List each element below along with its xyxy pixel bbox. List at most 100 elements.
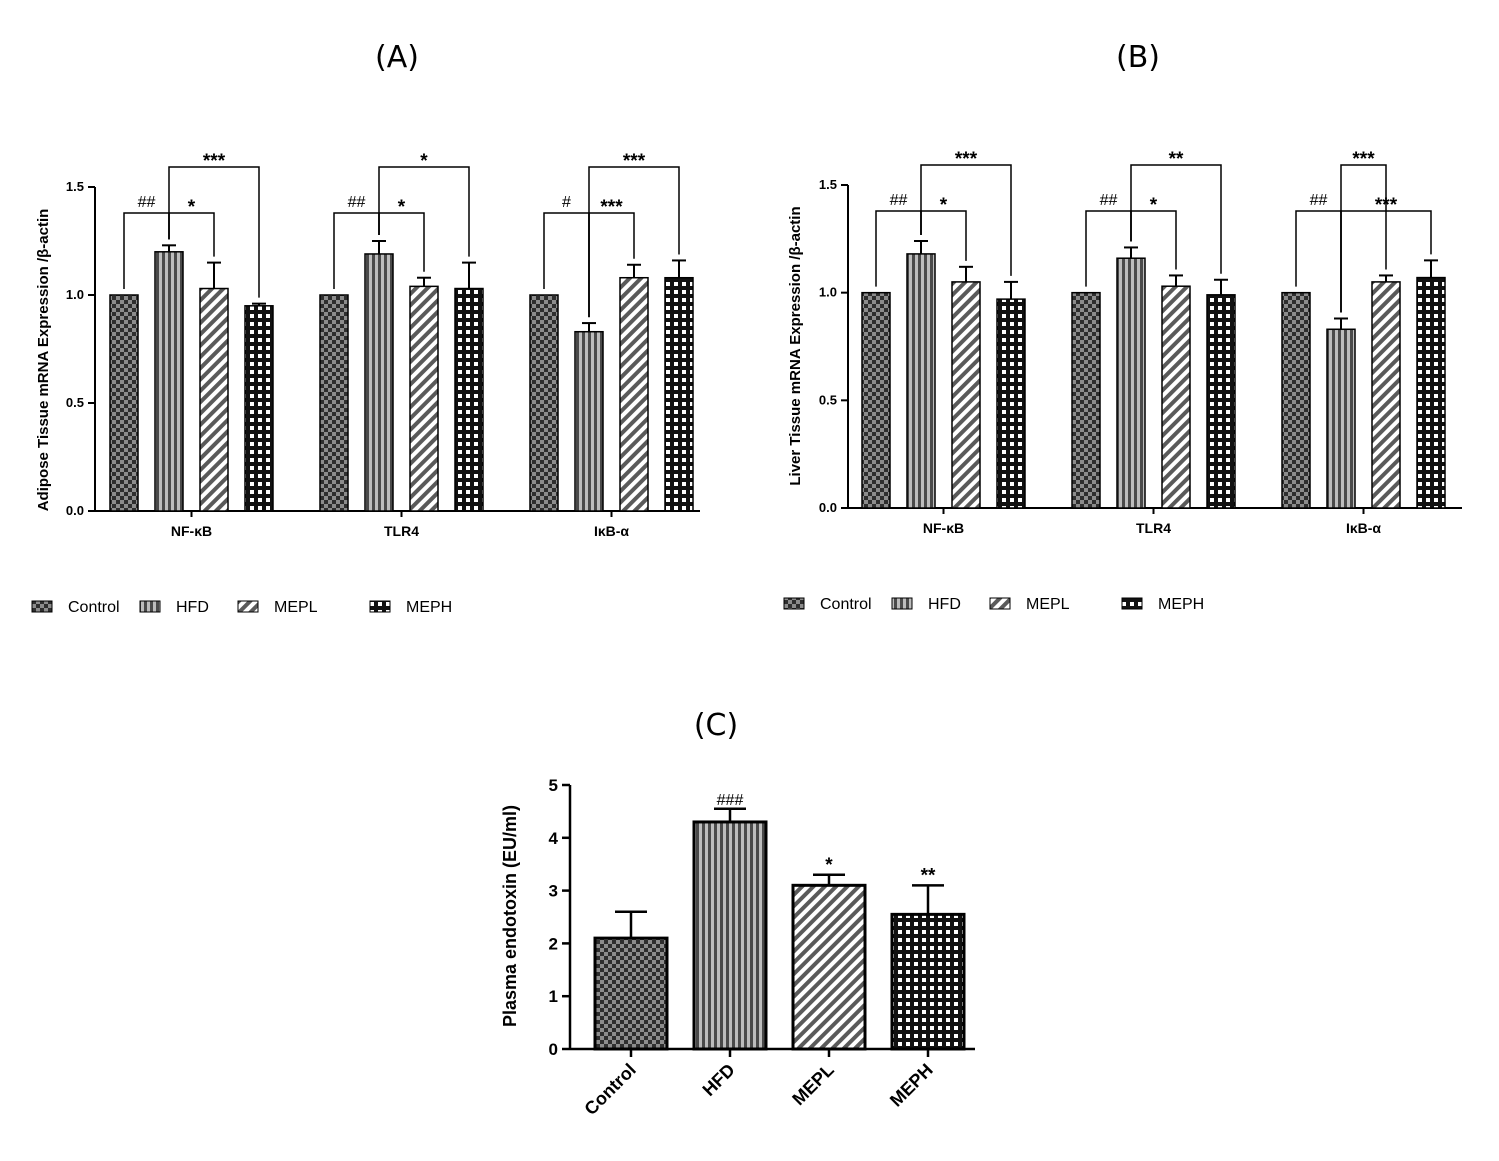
panel-a-legend-swatch — [369, 600, 391, 613]
panel-a-y-axis-title: Adipose Tissue mRNA Expression /β-actin — [35, 209, 52, 512]
panel-a-significance-label: * — [398, 197, 406, 218]
panel-b-legend-label: Control — [820, 596, 872, 613]
panel-b-y-axis-title: Liver Tissue mRNA Expression /β-actin — [787, 206, 804, 485]
panel-b-significance-bracket — [1340, 210, 1432, 313]
panel-b-bar-meph — [1416, 276, 1446, 509]
panel-b-bar-hfd — [906, 253, 936, 509]
panel-c-y-tick-label: 5 — [549, 776, 558, 795]
panel-b-legend-swatch — [1121, 597, 1143, 610]
panel-c-significance-label: ### — [717, 792, 744, 809]
panel-c-y-tick-label: 1 — [549, 987, 558, 1006]
panel-b-y-tick-label: 1.5 — [819, 177, 837, 192]
panel-c-category-label: Control — [580, 1060, 639, 1119]
panel-b-bar-mepl — [1371, 281, 1401, 509]
panel-c-significance-label: ** — [921, 865, 936, 886]
panel-a-significance-bracket — [588, 166, 680, 318]
panel-a-significance-label: ## — [348, 194, 366, 211]
panel-a: (A) Adipose Tissue mRNA Expression /β-ac… — [31, 40, 700, 616]
panel-c-y-tick-label: 0 — [549, 1040, 558, 1059]
panel-b-significance-label: * — [940, 195, 948, 216]
panel-c-category-label: HFD — [699, 1060, 739, 1100]
panel-a-bar-mepl — [619, 276, 649, 512]
panel-a-bar-mepl — [409, 285, 439, 512]
panel-a-bar-mepl — [199, 287, 229, 512]
panel-b-legend-label: HFD — [928, 596, 961, 613]
panel-a-bar-hfd — [364, 253, 394, 512]
panel-a-y-tick-label: 0.0 — [66, 503, 84, 518]
panel-b-significance-label: *** — [1352, 149, 1375, 170]
panel-b-significance-label: ## — [1100, 192, 1118, 209]
panel-a-significance-label: # — [562, 194, 571, 211]
panel-c-bar-control — [593, 936, 669, 1051]
panel-c-significance-label: * — [825, 855, 833, 876]
panel-a-legend: Control HFD MEPL MEPH — [31, 599, 452, 616]
panel-c-y-tick-label: 4 — [549, 829, 559, 848]
panel-b-category-label: IκB-α — [1346, 520, 1381, 536]
panel-a-y-tick-label: 1.5 — [66, 179, 84, 194]
panel-b-plot: 0.00.51.01.5NF-κB TLR4 IκB-α## ****## ***##*… — [819, 149, 1462, 536]
panel-b-significance-label: ** — [1169, 149, 1184, 170]
panel-b-significance-label: ## — [890, 192, 908, 209]
panel-a-bar-control — [529, 294, 559, 512]
panel-b-y-tick-label: 0.5 — [819, 392, 837, 407]
panel-a-significance-label: * — [420, 151, 428, 172]
panel-a-significance-bracket — [378, 166, 470, 257]
panel-a-significance-label: * — [188, 197, 196, 218]
panel-b-category-label: NF-κB — [923, 520, 964, 536]
panel-a-significance-label: *** — [600, 197, 623, 218]
panel-b-bar-hfd — [1116, 257, 1146, 509]
panel-b-bar-meph — [1206, 294, 1236, 509]
panel-a-significance-label: *** — [623, 151, 646, 172]
panel-b-legend-swatch — [783, 597, 805, 610]
panel-b-significance-bracket — [1130, 164, 1222, 274]
panel-a-legend-label: HFD — [176, 599, 209, 616]
panel-b-significance-label: *** — [1375, 195, 1398, 216]
panel-b-legend: Control HFD MEPL MEPH — [783, 596, 1204, 613]
panel-b-significance-label: *** — [955, 149, 978, 170]
panel-a-y-tick-label: 1.0 — [66, 287, 84, 302]
panel-a-legend-swatch — [31, 600, 53, 613]
panel-a-bar-control — [109, 294, 139, 512]
panel-b-bar-mepl — [951, 281, 981, 509]
panel-b-legend-swatch — [891, 597, 913, 610]
panel-a-bar-meph — [454, 287, 484, 512]
panel-a-legend-swatch — [139, 600, 161, 613]
panel-b-category-label: TLR4 — [1136, 520, 1171, 536]
panel-c-category-label: MEPH — [886, 1060, 937, 1111]
panel-a-bar-control — [319, 294, 349, 512]
panel-b-bar-mepl — [1161, 285, 1191, 509]
panel-c-y-axis-title: Plasma endotoxin (EU/ml) — [500, 805, 520, 1027]
panel-b-label: (B) — [1116, 40, 1160, 75]
panel-a-category-label: NF-κB — [171, 523, 212, 539]
panel-a-bar-meph — [244, 305, 274, 512]
panel-a-bar-meph — [664, 276, 694, 512]
panel-b-significance-label: ## — [1310, 192, 1328, 209]
panel-a-legend-label: MEPH — [406, 599, 452, 616]
panel-a-significance-label: ## — [138, 194, 156, 211]
panel-a-legend-swatch — [237, 600, 259, 613]
panel-b-bar-control — [1281, 291, 1311, 509]
panel-a-category-label: TLR4 — [384, 523, 419, 539]
panel-c-y-tick-label: 2 — [549, 934, 558, 953]
panel-b-legend-swatch — [989, 597, 1011, 610]
panel-b-bar-hfd — [1326, 328, 1356, 509]
panel-c-bar-mepl — [791, 883, 867, 1051]
panel-a-significance-label: *** — [203, 151, 226, 172]
panel-a-bar-hfd — [574, 330, 604, 512]
panel-c-plot: 0 1 2 3 4 5 Control ### HFD * MEPL ** MEPH — [549, 776, 975, 1119]
panel-b-bar-control — [861, 291, 891, 509]
panel-c-y-tick-label: 3 — [549, 882, 558, 901]
panel-a-significance-bracket — [168, 212, 215, 257]
panel-a-plot: 0.00.51.01.5NF-κB TLR4 IκB-α## ****## **# ***… — [66, 151, 700, 539]
panel-a-label: (A) — [375, 40, 419, 75]
panel-c-bar-hfd — [692, 820, 768, 1051]
panel-c-bar-meph — [890, 912, 966, 1051]
panel-a-legend-label: Control — [68, 599, 120, 616]
panel-a-category-label: IκB-α — [594, 523, 629, 539]
panel-a-bar-hfd — [154, 251, 184, 512]
panel-b-legend-label: MEPH — [1158, 596, 1204, 613]
panel-b-bar-control — [1071, 291, 1101, 509]
panel-b-bar-meph — [996, 298, 1026, 509]
panel-b: (B) Liver Tissue mRNA Expression /β-acti… — [783, 40, 1462, 613]
